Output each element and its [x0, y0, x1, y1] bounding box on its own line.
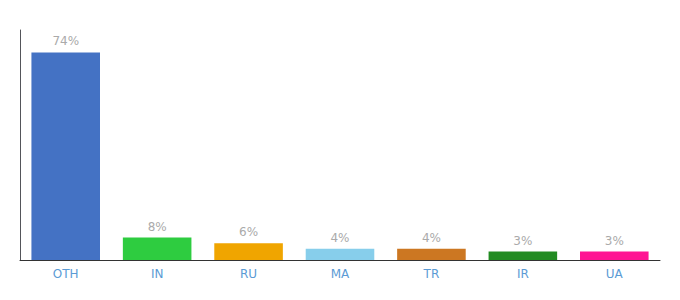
svg-text:UA: UA	[606, 267, 624, 281]
svg-text:RU: RU	[240, 267, 257, 281]
svg-text:3%: 3%	[605, 234, 624, 248]
svg-text:74%: 74%	[52, 34, 79, 48]
svg-text:4%: 4%	[330, 231, 349, 245]
svg-text:IR: IR	[517, 267, 529, 281]
svg-text:IN: IN	[151, 267, 164, 281]
svg-text:4%: 4%	[422, 231, 441, 245]
svg-text:8%: 8%	[148, 220, 167, 234]
svg-text:MA: MA	[331, 267, 350, 281]
svg-text:3%: 3%	[513, 234, 532, 248]
svg-text:OTH: OTH	[53, 267, 79, 281]
svg-text:TR: TR	[423, 267, 440, 281]
svg-text:6%: 6%	[239, 225, 258, 239]
